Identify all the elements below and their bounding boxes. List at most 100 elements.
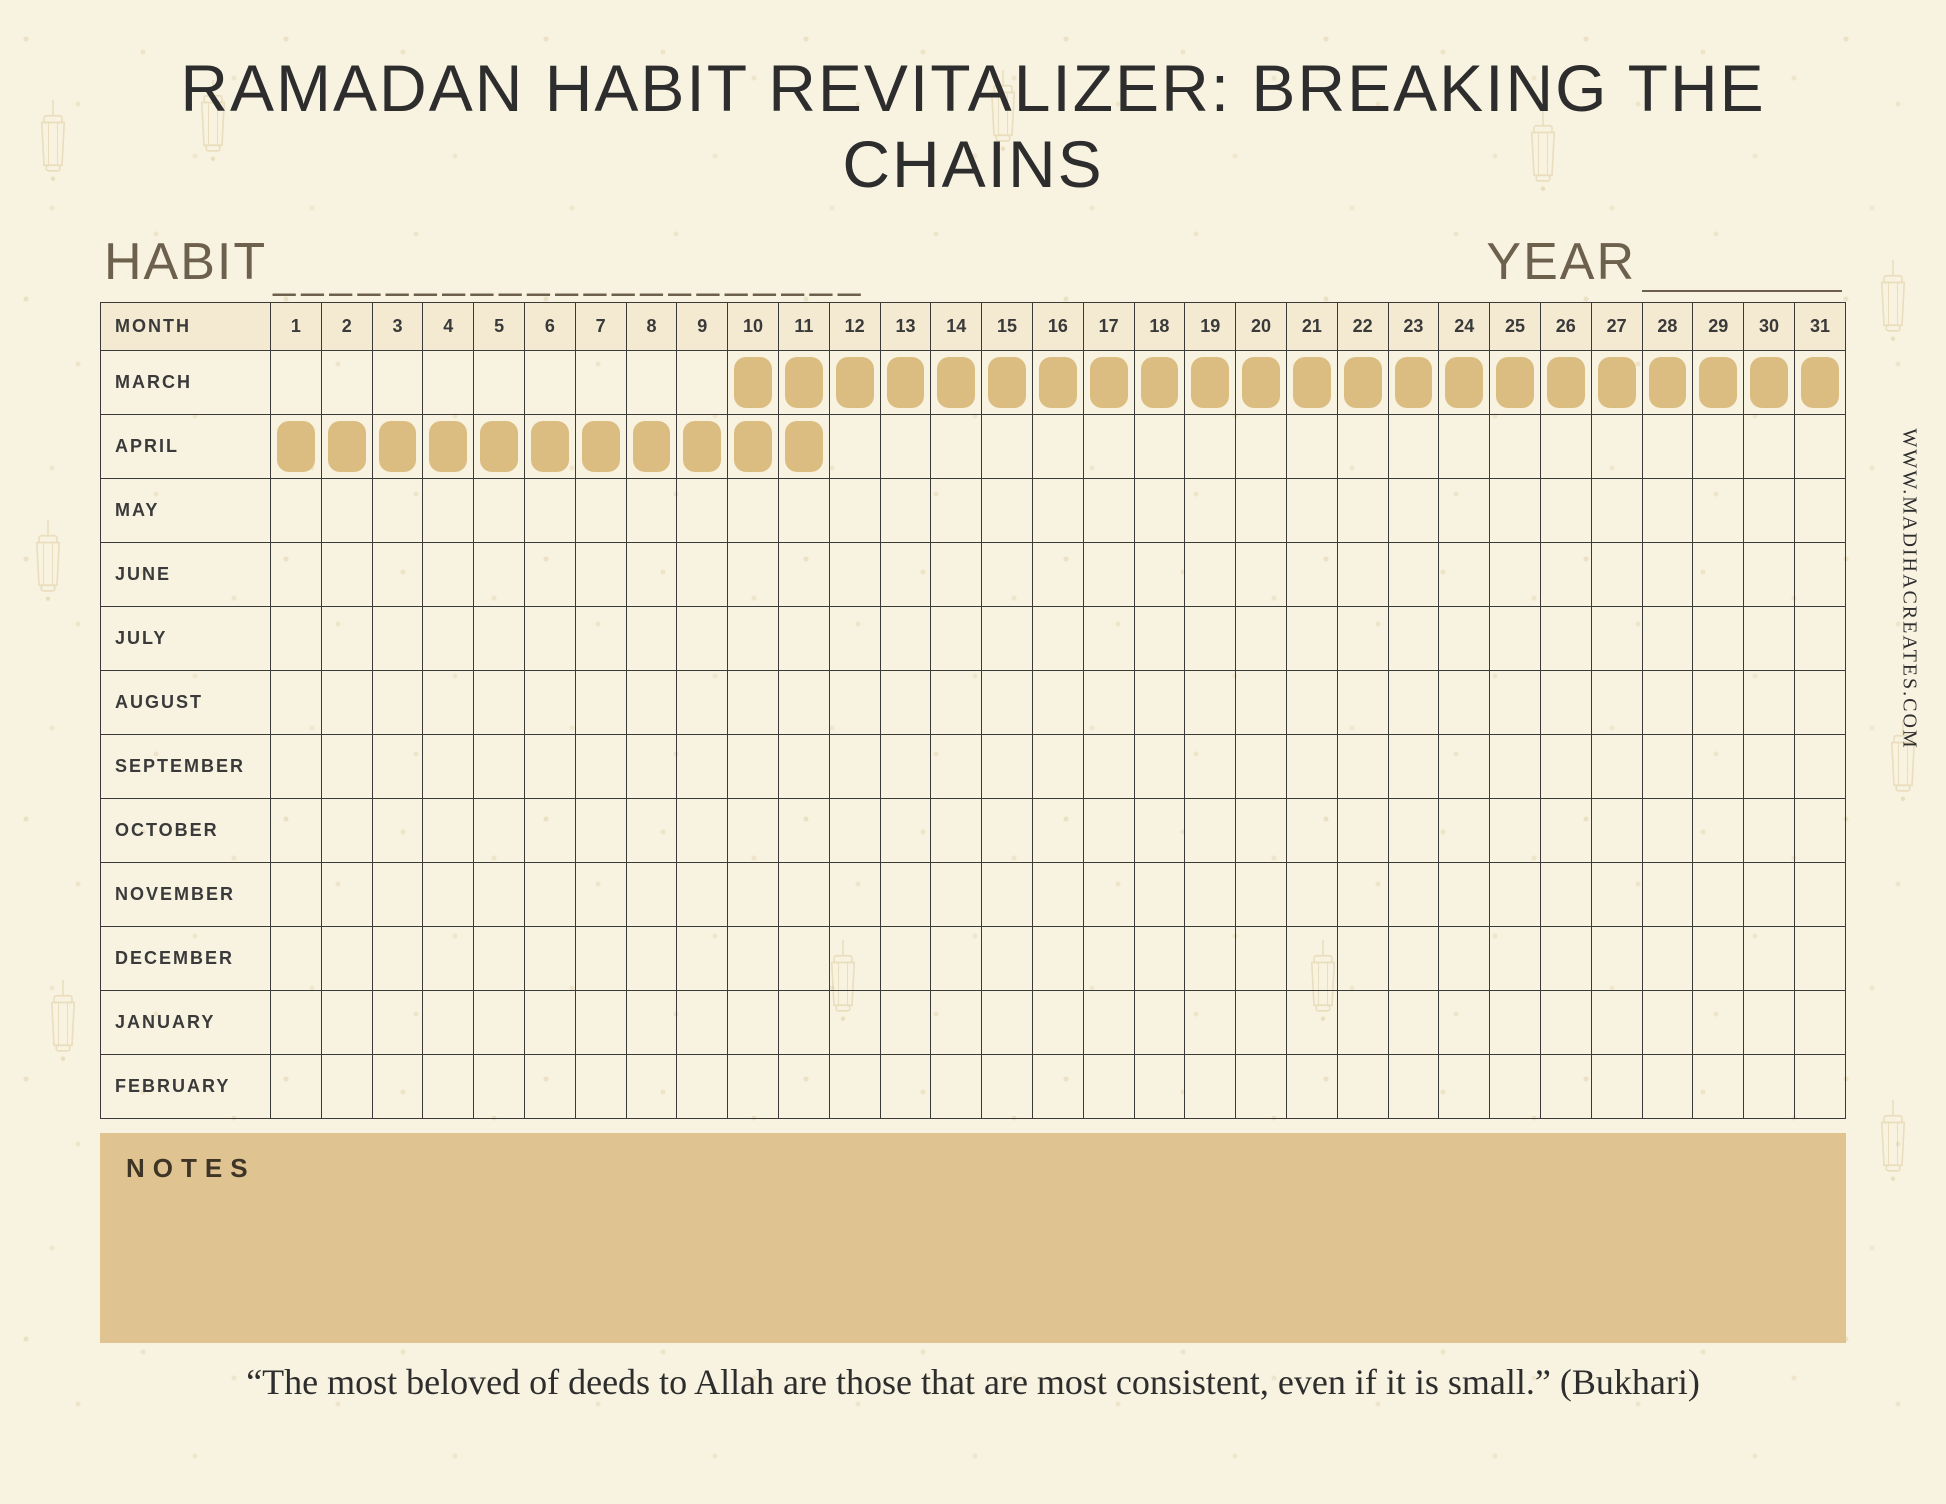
day-cell[interactable] bbox=[474, 671, 525, 735]
day-cell[interactable] bbox=[1134, 671, 1185, 735]
day-cell[interactable] bbox=[474, 927, 525, 991]
day-cell[interactable] bbox=[1591, 415, 1642, 479]
day-cell[interactable] bbox=[1032, 671, 1083, 735]
day-cell[interactable] bbox=[575, 607, 626, 671]
day-cell[interactable] bbox=[321, 863, 372, 927]
day-cell[interactable] bbox=[1439, 479, 1490, 543]
day-cell[interactable] bbox=[1591, 543, 1642, 607]
day-cell[interactable] bbox=[1134, 863, 1185, 927]
day-cell[interactable] bbox=[271, 735, 322, 799]
day-cell[interactable] bbox=[1642, 479, 1693, 543]
day-cell[interactable] bbox=[575, 991, 626, 1055]
day-cell[interactable] bbox=[829, 415, 880, 479]
day-cell[interactable] bbox=[1591, 351, 1642, 415]
day-cell[interactable] bbox=[1185, 991, 1236, 1055]
day-cell[interactable] bbox=[1286, 927, 1337, 991]
day-cell[interactable] bbox=[1490, 671, 1541, 735]
day-cell[interactable] bbox=[1794, 479, 1845, 543]
day-cell[interactable] bbox=[1642, 415, 1693, 479]
day-cell[interactable] bbox=[1490, 543, 1541, 607]
day-cell[interactable] bbox=[423, 799, 474, 863]
day-cell[interactable] bbox=[931, 543, 982, 607]
day-cell[interactable] bbox=[982, 863, 1033, 927]
day-cell[interactable] bbox=[321, 991, 372, 1055]
day-cell[interactable] bbox=[728, 927, 779, 991]
day-cell[interactable] bbox=[1236, 671, 1287, 735]
day-cell[interactable] bbox=[1185, 927, 1236, 991]
day-cell[interactable] bbox=[626, 735, 677, 799]
day-cell[interactable] bbox=[677, 799, 728, 863]
day-cell[interactable] bbox=[778, 415, 829, 479]
day-cell[interactable] bbox=[271, 991, 322, 1055]
day-cell[interactable] bbox=[1540, 735, 1591, 799]
day-cell[interactable] bbox=[1286, 351, 1337, 415]
day-cell[interactable] bbox=[575, 735, 626, 799]
day-cell[interactable] bbox=[880, 671, 931, 735]
day-cell[interactable] bbox=[626, 607, 677, 671]
day-cell[interactable] bbox=[880, 863, 931, 927]
day-cell[interactable] bbox=[778, 1055, 829, 1119]
day-cell[interactable] bbox=[1083, 991, 1134, 1055]
day-cell[interactable] bbox=[1642, 607, 1693, 671]
day-cell[interactable] bbox=[1490, 415, 1541, 479]
day-cell[interactable] bbox=[1744, 863, 1795, 927]
day-cell[interactable] bbox=[372, 991, 423, 1055]
day-cell[interactable] bbox=[677, 991, 728, 1055]
day-cell[interactable] bbox=[1540, 479, 1591, 543]
day-cell[interactable] bbox=[271, 479, 322, 543]
day-cell[interactable] bbox=[524, 863, 575, 927]
day-cell[interactable] bbox=[524, 479, 575, 543]
day-cell[interactable] bbox=[1388, 479, 1439, 543]
day-cell[interactable] bbox=[1794, 927, 1845, 991]
day-cell[interactable] bbox=[1490, 607, 1541, 671]
day-cell[interactable] bbox=[271, 863, 322, 927]
day-cell[interactable] bbox=[1083, 351, 1134, 415]
day-cell[interactable] bbox=[271, 1055, 322, 1119]
day-cell[interactable] bbox=[1439, 1055, 1490, 1119]
day-cell[interactable] bbox=[1591, 799, 1642, 863]
day-cell[interactable] bbox=[1642, 991, 1693, 1055]
day-cell[interactable] bbox=[271, 415, 322, 479]
day-cell[interactable] bbox=[474, 991, 525, 1055]
day-cell[interactable] bbox=[1083, 927, 1134, 991]
day-cell[interactable] bbox=[1286, 1055, 1337, 1119]
day-cell[interactable] bbox=[1236, 1055, 1287, 1119]
day-cell[interactable] bbox=[1439, 351, 1490, 415]
day-cell[interactable] bbox=[1540, 863, 1591, 927]
day-cell[interactable] bbox=[1591, 991, 1642, 1055]
day-cell[interactable] bbox=[728, 607, 779, 671]
day-cell[interactable] bbox=[829, 351, 880, 415]
day-cell[interactable] bbox=[1134, 351, 1185, 415]
day-cell[interactable] bbox=[880, 799, 931, 863]
day-cell[interactable] bbox=[778, 799, 829, 863]
day-cell[interactable] bbox=[1642, 671, 1693, 735]
day-cell[interactable] bbox=[778, 607, 829, 671]
day-cell[interactable] bbox=[1693, 543, 1744, 607]
day-cell[interactable] bbox=[1540, 607, 1591, 671]
day-cell[interactable] bbox=[1439, 415, 1490, 479]
day-cell[interactable] bbox=[1185, 671, 1236, 735]
day-cell[interactable] bbox=[982, 671, 1033, 735]
day-cell[interactable] bbox=[271, 351, 322, 415]
day-cell[interactable] bbox=[982, 927, 1033, 991]
day-cell[interactable] bbox=[321, 671, 372, 735]
habit-input-line[interactable] bbox=[273, 250, 703, 292]
day-cell[interactable] bbox=[1134, 735, 1185, 799]
day-cell[interactable] bbox=[1083, 607, 1134, 671]
day-cell[interactable] bbox=[728, 543, 779, 607]
day-cell[interactable] bbox=[1693, 415, 1744, 479]
day-cell[interactable] bbox=[829, 671, 880, 735]
day-cell[interactable] bbox=[1236, 799, 1287, 863]
day-cell[interactable] bbox=[778, 735, 829, 799]
day-cell[interactable] bbox=[1642, 351, 1693, 415]
day-cell[interactable] bbox=[271, 927, 322, 991]
day-cell[interactable] bbox=[423, 607, 474, 671]
day-cell[interactable] bbox=[372, 543, 423, 607]
day-cell[interactable] bbox=[931, 479, 982, 543]
day-cell[interactable] bbox=[372, 1055, 423, 1119]
day-cell[interactable] bbox=[372, 415, 423, 479]
day-cell[interactable] bbox=[524, 799, 575, 863]
day-cell[interactable] bbox=[880, 607, 931, 671]
day-cell[interactable] bbox=[1439, 991, 1490, 1055]
day-cell[interactable] bbox=[931, 1055, 982, 1119]
